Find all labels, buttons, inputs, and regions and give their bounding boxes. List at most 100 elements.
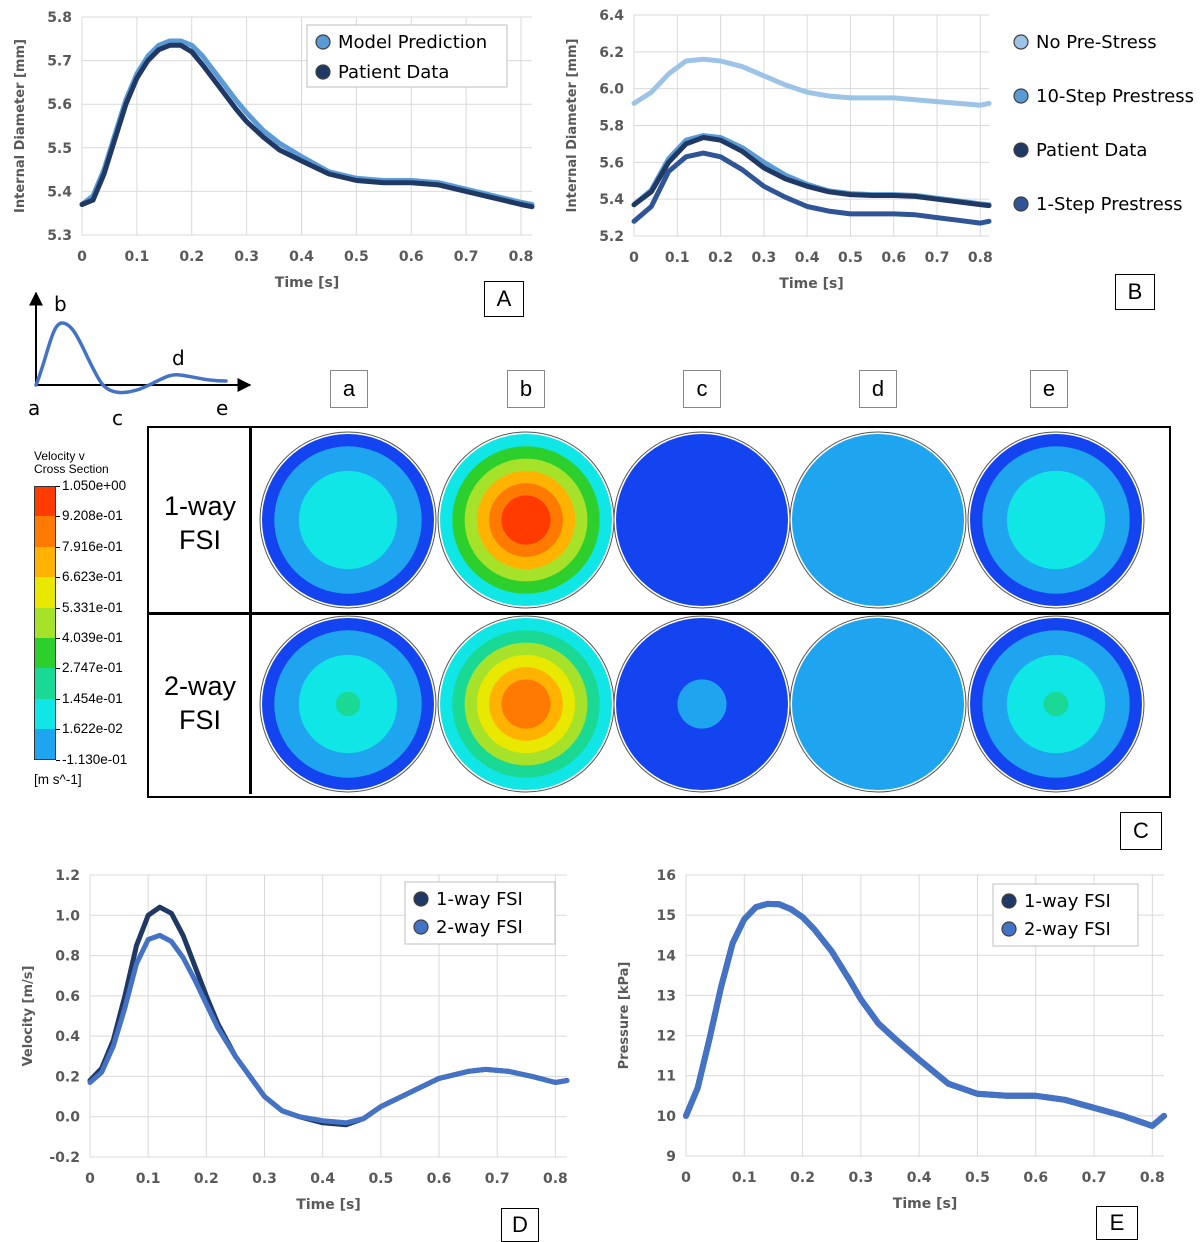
- x-tick-label: 0.6: [399, 249, 424, 265]
- legend-marker: [315, 64, 331, 80]
- colorbar-segment: [34, 577, 56, 609]
- legend-box: [992, 883, 1139, 947]
- disk-contour-ring: [1043, 507, 1069, 533]
- y-tick-label: 5.8: [599, 119, 624, 135]
- x-tick-label: 0.5: [965, 1170, 990, 1186]
- colorbar-tick-mark: [56, 546, 60, 548]
- legend-label: 1-way FSI: [436, 889, 523, 910]
- legend-marker: [1013, 88, 1029, 104]
- colorbar-segment: [34, 729, 56, 761]
- sketch-waveform: [34, 321, 228, 395]
- y-tick-label: 6.4: [599, 8, 624, 24]
- sketch-label-b: b: [54, 292, 67, 316]
- disk-contour-ring: [1043, 691, 1069, 717]
- y-tick-label: 0.6: [55, 989, 80, 1005]
- y-tick-label: 0.0: [55, 1110, 80, 1126]
- chart-e-pressure: 9 10 11 12 13 14 15 16 0 0.1 0.2 0.3 0.4 0.5 0.6 0.7 0.8…: [617, 868, 1167, 1212]
- legend-label: 1-way FSI: [1024, 891, 1111, 912]
- x-tick-label: 0.1: [136, 1171, 161, 1187]
- x-tick-label: 0.2: [790, 1170, 815, 1186]
- colorbar-tick-mark: [56, 759, 60, 761]
- y-tick-label: 14: [657, 948, 677, 964]
- x-tick-label: 0.7: [454, 249, 479, 265]
- legend-label: Patient Data: [338, 62, 449, 83]
- x-tick-label: 0.7: [1082, 1170, 1107, 1186]
- colorbar-tick-mark: [56, 516, 60, 518]
- y-tick-label: 5.5: [47, 141, 72, 157]
- velocity-disk-e-row-1: [967, 431, 1145, 609]
- x-tick-label: 0.3: [848, 1170, 873, 1186]
- y-tick-label: 11: [657, 1069, 676, 1085]
- colorbar-tick-mark: [56, 668, 60, 670]
- x-tick-label: 0.6: [427, 1171, 452, 1187]
- disk-contour-ring: [865, 507, 891, 533]
- y-tick-label: 5.7: [47, 54, 72, 70]
- disk-contour-ring: [335, 691, 361, 717]
- legend-label: 2-way FSI: [436, 917, 523, 938]
- legend-marker: [1013, 142, 1029, 158]
- disk-contour-ring: [865, 691, 891, 717]
- y-tick-label: 5.6: [47, 97, 72, 113]
- colorbar-segment: [34, 607, 56, 639]
- velocity-disk-a-row-1: [259, 431, 437, 609]
- velocity-disk-a-row-2: [259, 615, 437, 793]
- colorbar-tick-label: 5.331e-01: [62, 599, 123, 615]
- disk-contour-ring: [335, 507, 361, 533]
- legend-box: [404, 881, 556, 945]
- x-tick-label: 0.6: [881, 250, 906, 266]
- x-tick-label: 0.5: [344, 249, 369, 265]
- series-line-no-pre-stress: [631, 56, 992, 108]
- x-tick-label: 0: [681, 1170, 691, 1186]
- velocity-disk-d-row-1: [789, 431, 967, 609]
- velocity-disk-d-row-2: [789, 615, 967, 793]
- x-tick-label: 0.8: [1140, 1170, 1165, 1186]
- y-tick-label: 1.2: [55, 868, 80, 884]
- legend-box: [306, 24, 508, 88]
- x-tick-label: 0.2: [194, 1171, 219, 1187]
- x-tick-label: 0.6: [1023, 1170, 1048, 1186]
- colorbar-tick-label: 7.916e-01: [62, 538, 123, 554]
- velocity-disk-b-row-1: [437, 431, 615, 609]
- colorbar-segment: [34, 638, 56, 669]
- x-axis-title: Time [s]: [779, 276, 843, 292]
- y-tick-label: 5.6: [599, 155, 624, 171]
- x-tick-label: 0: [77, 249, 87, 265]
- row-divider: [147, 612, 1171, 615]
- legend-label: Patient Data: [1036, 140, 1147, 161]
- x-tick-label: 0: [85, 1171, 95, 1187]
- x-tick-label: 0.8: [543, 1171, 568, 1187]
- y-tick-label: 0.8: [55, 949, 80, 965]
- y-tick-label: -0.2: [49, 1150, 80, 1166]
- disk-contour-ring: [689, 691, 715, 717]
- x-tick-label: 0.2: [708, 250, 733, 266]
- colorbar-title-2: Cross Section: [34, 462, 109, 476]
- colorbar-title-1: Velocity v: [34, 449, 85, 463]
- x-tick-label: 0.3: [751, 250, 776, 266]
- x-tick-label: 0.4: [907, 1170, 932, 1186]
- disk-contour-ring: [513, 507, 539, 533]
- legend-marker: [315, 34, 331, 50]
- x-tick-label: 0.1: [665, 250, 690, 266]
- panel-c-cross-sections: a b c d e 1-way FSI 2-way FSI Velocity v Cross S…: [0, 360, 1203, 810]
- legend-marker: [1001, 893, 1017, 909]
- y-tick-label: 0.4: [55, 1029, 80, 1045]
- legend-label: 1-Step Prestress: [1036, 194, 1183, 215]
- colorbar-segment: [34, 546, 56, 578]
- x-tick-label: 0.3: [234, 249, 259, 265]
- panel-letter-d: D: [501, 1208, 539, 1242]
- chart-a-diameter: 5.3 5.4 5.5 5.6 5.7 5.8 0 0.1 0.2 0.3 0.4 0.5 0.6 0.7…: [13, 10, 535, 291]
- colorbar-tick-label: 9.208e-01: [62, 508, 123, 524]
- x-tick-label: 0.4: [795, 250, 820, 266]
- x-tick-label: 0.8: [509, 249, 534, 265]
- y-tick-label: 15: [657, 908, 676, 924]
- y-tick-label: 0.2: [55, 1069, 80, 1085]
- panel-letter-e: E: [1096, 1206, 1138, 1240]
- y-tick-label: 10: [657, 1109, 677, 1125]
- colorbar-tick-label: 1.454e-01: [62, 690, 123, 706]
- y-tick-label: 1.0: [55, 908, 80, 924]
- sketch-label-c: c: [112, 406, 123, 430]
- column-label-b: b: [507, 370, 545, 408]
- colorbar-segment: [34, 516, 56, 548]
- series-line-patient-data: [79, 42, 535, 210]
- colorbar-segment: [34, 668, 56, 700]
